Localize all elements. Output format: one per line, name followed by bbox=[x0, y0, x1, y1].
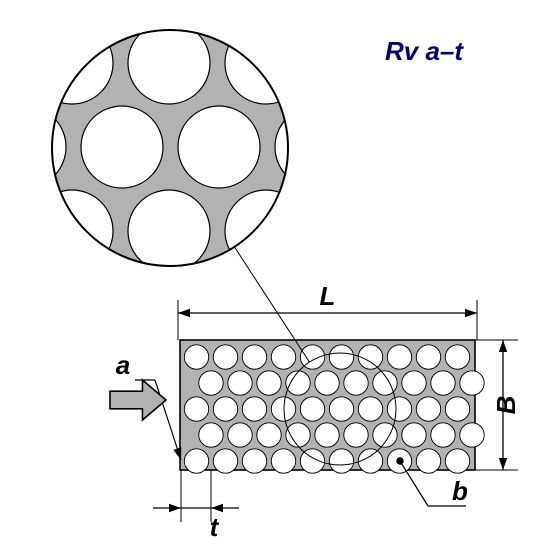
hole bbox=[416, 345, 440, 369]
hole bbox=[431, 423, 455, 447]
hole bbox=[184, 345, 208, 369]
label-t: t bbox=[210, 512, 220, 542]
hole bbox=[445, 345, 469, 369]
hole bbox=[329, 449, 353, 473]
hole bbox=[271, 449, 295, 473]
hole bbox=[228, 371, 252, 395]
hole bbox=[445, 449, 469, 473]
hole bbox=[387, 345, 411, 369]
hole bbox=[358, 397, 382, 421]
hole bbox=[402, 423, 426, 447]
hole bbox=[402, 371, 426, 395]
hole bbox=[213, 449, 237, 473]
hole bbox=[315, 371, 339, 395]
hole bbox=[228, 423, 252, 447]
hole bbox=[387, 397, 411, 421]
hole bbox=[329, 345, 353, 369]
hole bbox=[184, 449, 208, 473]
hole bbox=[213, 397, 237, 421]
label-L: L bbox=[320, 281, 336, 311]
hole bbox=[329, 397, 353, 421]
hole bbox=[445, 397, 469, 421]
hole bbox=[242, 449, 266, 473]
hole bbox=[344, 371, 368, 395]
label-a: a bbox=[116, 350, 130, 380]
hole bbox=[242, 345, 266, 369]
hole bbox=[416, 397, 440, 421]
hole bbox=[431, 371, 455, 395]
zoom-view bbox=[0, 22, 357, 272]
perforated-sheet bbox=[180, 340, 484, 473]
hole bbox=[184, 397, 208, 421]
hole bbox=[286, 371, 310, 395]
hole bbox=[416, 449, 440, 473]
hole bbox=[199, 423, 223, 447]
hole bbox=[344, 423, 368, 447]
hole bbox=[460, 423, 484, 447]
hole bbox=[257, 371, 281, 395]
hole bbox=[242, 397, 266, 421]
hole bbox=[199, 371, 223, 395]
hole bbox=[213, 345, 237, 369]
hole bbox=[286, 423, 310, 447]
hole bbox=[460, 371, 484, 395]
label-b: b bbox=[452, 476, 468, 506]
hole bbox=[257, 423, 281, 447]
hole bbox=[300, 397, 324, 421]
hole bbox=[271, 345, 295, 369]
label-B: B bbox=[491, 396, 521, 415]
hole bbox=[315, 423, 339, 447]
direction-arrow bbox=[110, 380, 166, 420]
title: Rv a–t bbox=[385, 36, 463, 67]
